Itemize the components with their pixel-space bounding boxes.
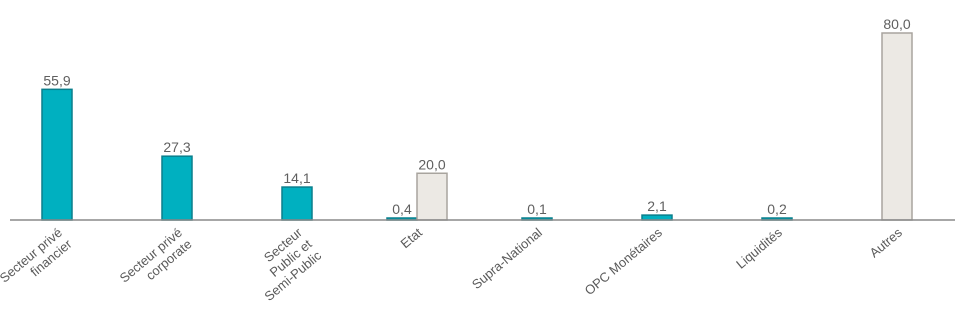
category-label-5: OPC Monétaires	[582, 224, 666, 298]
value-label-0-0: 55,9	[43, 72, 70, 88]
bar-0-0	[41, 88, 73, 221]
category-labels-layer: Secteur privéfinancier Secteur privécorpo…	[0, 224, 905, 303]
category-label-7: Autres	[867, 224, 906, 260]
value-label-0-5: 2,1	[647, 198, 667, 214]
category-label-4: Supra-National	[469, 225, 545, 292]
category-label-1: Secteur privécorporate	[117, 225, 195, 297]
category-label-3: Etat	[398, 225, 426, 252]
bar-1-7	[881, 32, 913, 221]
bar-0-1	[161, 155, 193, 221]
value-labels-layer: 55,9 27,3 14,1 0,4 0,1 2,1 0,2 20,0 80,0	[43, 16, 910, 217]
bar-1-3	[416, 172, 448, 221]
value-label-0-2: 14,1	[283, 170, 310, 186]
value-label-1-3: 20,0	[418, 156, 445, 172]
value-label-0-6: 0,2	[767, 201, 787, 217]
category-label-2: SecteurPublic etSemi-Public	[242, 224, 325, 303]
category-label-0: Secteur privéfinancier	[0, 224, 75, 297]
value-label-0-1: 27,3	[163, 139, 190, 155]
category-label-6: Liquidités	[733, 224, 785, 271]
bar-0-2	[281, 186, 313, 221]
value-label-0-3: 0,4	[392, 201, 412, 217]
value-label-0-4: 0,1	[527, 201, 547, 217]
bars-layer	[41, 32, 913, 221]
value-label-1-7: 80,0	[883, 16, 910, 32]
